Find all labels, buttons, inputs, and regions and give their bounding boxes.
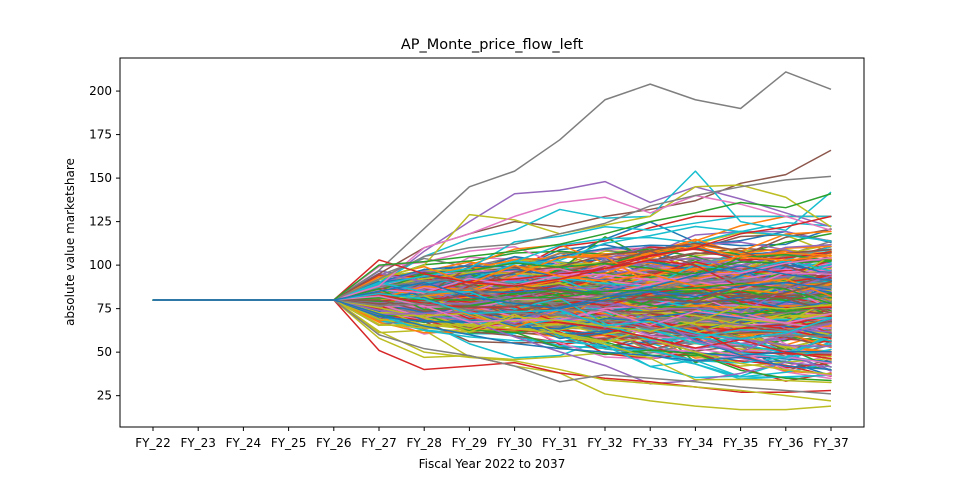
x-tick-label-12: FY_34 — [678, 436, 714, 450]
x-tick-label-2: FY_24 — [226, 436, 262, 450]
y-tick-label-1: 50 — [97, 345, 112, 359]
y-tick-label-4: 125 — [89, 215, 112, 229]
x-tick-label-1: FY_23 — [180, 436, 216, 450]
axes: FY_22 FY_23 FY_24 FY_25 FY_26 FY_27 FY_28 FY_29… — [89, 57, 865, 450]
x-tick-label-11: FY_33 — [632, 436, 668, 450]
x-tick-label-6: FY_28 — [406, 436, 442, 450]
x-tick-label-8: FY_30 — [497, 436, 533, 450]
plot-frame — [119, 57, 865, 428]
x-tick-label-4: FY_26 — [316, 436, 352, 450]
series-layer — [152, 71, 832, 411]
x-tick-label-5: FY_27 — [361, 436, 397, 450]
y-tick-label-2: 75 — [97, 302, 112, 316]
y-axis-title: absolute value marketshare — [63, 158, 77, 326]
y-tick-label-3: 100 — [89, 258, 112, 272]
x-tick-label-13: FY_35 — [723, 436, 759, 450]
x-tick-label-10: FY_32 — [587, 436, 623, 450]
x-tick-label-9: FY_31 — [542, 436, 578, 450]
x-tick-label-0: FY_22 — [135, 436, 171, 450]
x-tick-label-15: FY_37 — [813, 436, 849, 450]
y-tick-label-0: 25 — [97, 389, 112, 403]
y-tick-label-7: 200 — [89, 84, 112, 98]
y-tick-label-6: 175 — [89, 128, 112, 142]
chart-title: AP_Monte_price_flow_left — [401, 37, 584, 53]
x-tick-label-14: FY_36 — [768, 436, 804, 450]
x-tick-label-7: FY_29 — [452, 436, 488, 450]
y-tick-label-5: 150 — [89, 171, 112, 185]
x-axis-title: Fiscal Year 2022 to 2037 — [419, 457, 566, 471]
series-line-14 — [153, 281, 832, 310]
x-tick-label-3: FY_25 — [271, 436, 307, 450]
